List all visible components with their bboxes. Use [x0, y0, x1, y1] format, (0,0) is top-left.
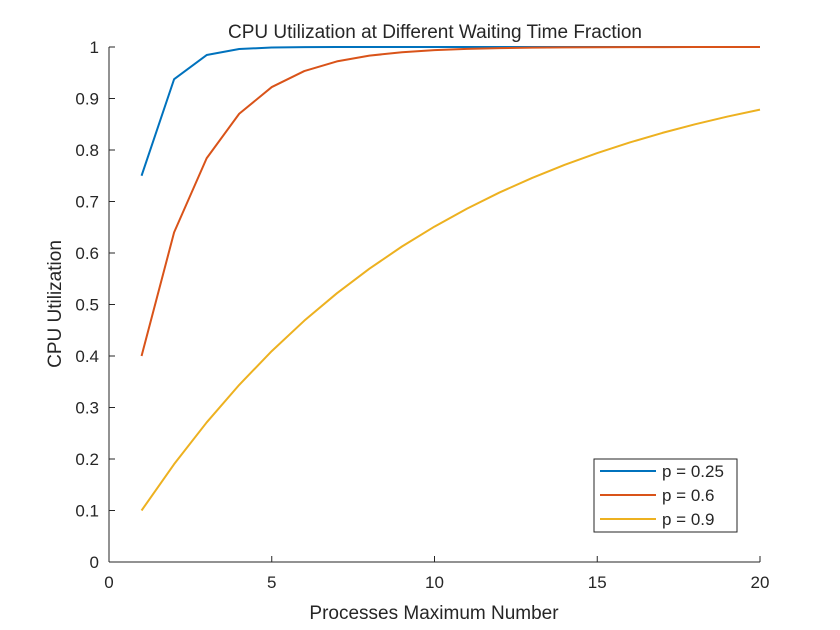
- y-tick-label: 0.2: [75, 450, 99, 469]
- axes: 0 5 10 15 20 0 0.1 0.2 0.3 0.4 0.5 0.6 0.7 0.8 0.9 1: [75, 38, 769, 592]
- chart-title: CPU Utilization at Different Waiting Tim…: [228, 22, 642, 43]
- legend-label-3: p = 0.9: [662, 510, 714, 529]
- y-tick-label: 0.1: [75, 502, 99, 521]
- x-tick-label: 0: [104, 573, 113, 592]
- x-tick-label: 20: [751, 573, 770, 592]
- y-tick-label: 0.4: [75, 347, 99, 366]
- series-line-2: [140, 46, 761, 357]
- y-tick-label: 0.5: [75, 296, 99, 315]
- series-line-3: [140, 108, 761, 512]
- x-tick-label: 5: [267, 573, 276, 592]
- y-tick-label: 0.3: [75, 399, 99, 418]
- y-tick-label: 0.8: [75, 141, 99, 160]
- x-axis-label: Processes Maximum Number: [309, 603, 559, 624]
- y-tick-label: 0.6: [75, 244, 99, 263]
- y-tick-label: 0.7: [75, 193, 99, 212]
- legend-label-1: p = 0.25: [662, 462, 724, 481]
- x-tick-label: 15: [588, 573, 607, 592]
- legend-label-2: p = 0.6: [662, 486, 714, 505]
- y-tick-label: 0.9: [75, 90, 99, 109]
- x-tick-label: 10: [425, 573, 444, 592]
- y-tick-label: 0: [90, 553, 99, 572]
- legend: p = 0.25 p = 0.6 p = 0.9: [593, 458, 738, 533]
- y-tick-label: 1: [90, 38, 99, 57]
- y-axis-label: CPU Utilization: [45, 240, 66, 368]
- plot-area: [140, 46, 761, 512]
